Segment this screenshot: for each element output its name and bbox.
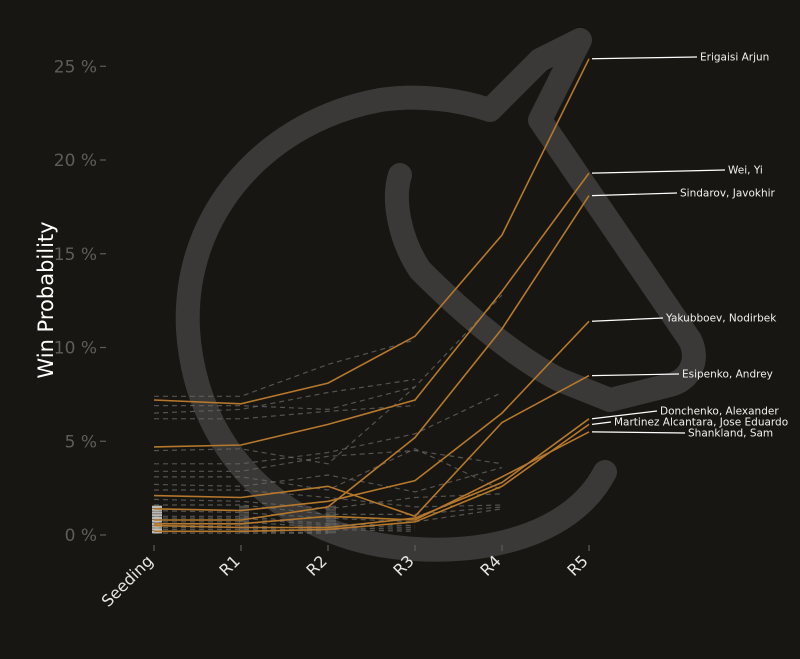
label-leader-line [591,373,680,377]
player-line [153,374,590,518]
player-labels: Erigaisi Arjun Wei, Yi Sindarov, Javokhir Y… [614,52,788,440]
player-line [153,418,590,529]
player-line [154,195,590,521]
other-player-line [154,517,416,529]
label-leader-line [591,56,698,60]
player-line [153,172,590,448]
y-tick-label: 25 % [54,57,97,77]
label-leader-line [591,192,678,197]
other-player-line [154,521,416,530]
player-label: Esipenko, Andrey [682,369,773,381]
other-player-line [153,466,503,493]
x-tick-label: R5 [563,551,591,579]
x-axis: Seeding R1 R2 R3 R4 R5 [98,545,592,611]
other-player-line [154,405,416,420]
player-line [154,423,590,533]
knight-icon [175,28,706,562]
label-leader-line [591,317,664,322]
y-tick-label: 15 % [54,245,97,265]
other-player-line [154,448,503,491]
x-tick-label: Seeding [98,551,157,610]
y-tick-label: 5 % [65,432,97,452]
player-label: Wei, Yi [728,165,763,177]
x-tick-label: R2 [302,551,330,579]
y-tick-label: 10 % [54,339,97,359]
player-label: Donchenko, Alexander [660,406,779,418]
other-player-line [154,386,416,411]
label-leader-line [591,410,658,420]
other-player-line [153,378,416,414]
highlighted-players-lines [153,58,590,533]
y-tick-label: 0 % [65,526,97,546]
player-label: Martinez Alcantara, Jose Eduardo [614,417,788,429]
y-axis-label: Win Probability [34,221,58,378]
player-label: Shankland, Sam [688,428,773,440]
y-axis: 0 % 5 % 10 % 15 % 20 % 25 % [54,57,106,546]
player-line [153,58,590,405]
player-line [154,431,590,525]
x-tick-label: R1 [215,551,243,579]
player-label: Yakubboev, Nodirbek [665,313,777,325]
player-line [153,320,590,512]
y-tick-label: 20 % [54,151,97,171]
label-leader-line [591,421,612,425]
other-player-line [153,294,503,465]
other-player-line [154,391,503,465]
label-leaders [591,56,726,434]
player-label: Sindarov, Javokhir [680,188,776,200]
knight-icon-outline [175,28,706,562]
other-player-line [154,449,503,472]
player-label: Erigaisi Arjun [700,52,769,64]
label-leader-line [591,169,726,174]
label-leader-line [591,431,686,434]
